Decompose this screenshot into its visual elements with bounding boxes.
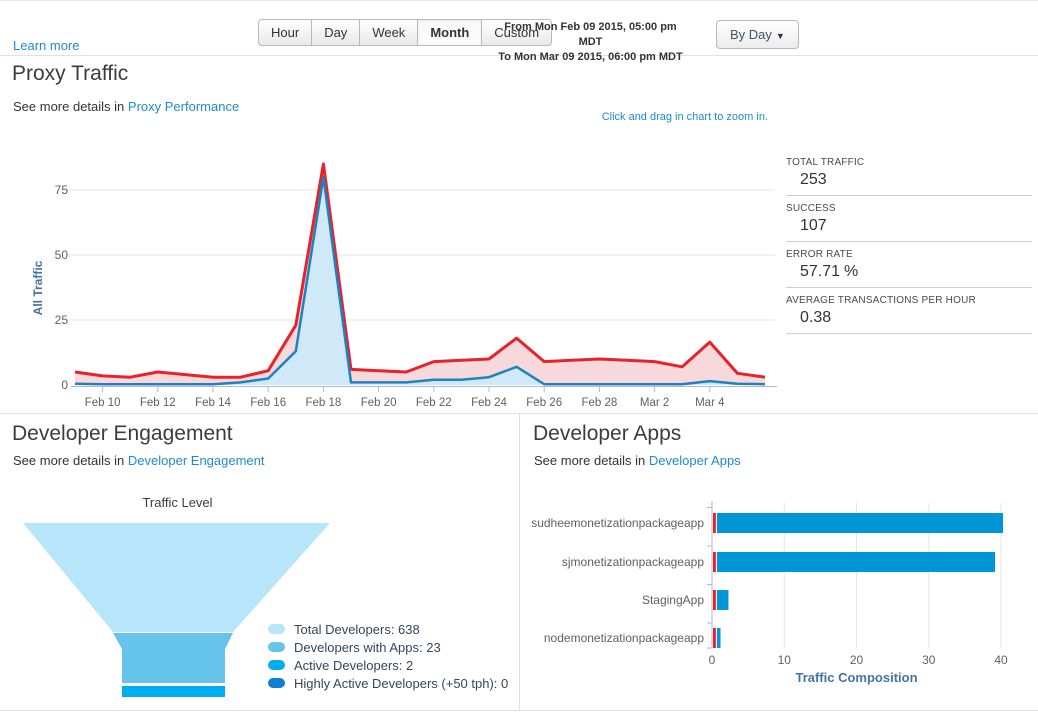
stat-value: 0.38 (800, 309, 831, 326)
developer-engagement-link[interactable]: Developer Engagement (128, 453, 265, 468)
stat-error-rate: ERROR RATE 57.71% (786, 242, 1032, 288)
svg-text:Feb 10: Feb 10 (85, 397, 121, 409)
developer-engagement-title: Developer Engagement (12, 422, 233, 446)
legend-label: Highly Active Developers (+50 tph): 0 (294, 676, 508, 691)
proxy-traffic-title: Proxy Traffic (12, 62, 128, 86)
date-range-display: From Mon Feb 09 2015, 05:00 pm MDT To Mo… (498, 20, 683, 65)
stat-label: ERROR RATE (786, 249, 1032, 260)
svg-text:Feb 26: Feb 26 (526, 397, 562, 409)
legend-label: Total Developers: 638 (294, 622, 420, 637)
developer-apps-chart: 0 10 20 30 40 sudheemonetizationpackageapp sjm… (520, 495, 1038, 690)
funnel-legend-row: Active Developers: 2 (268, 658, 508, 672)
svg-text:50: 50 (55, 248, 69, 262)
proxy-stats-panel: TOTAL TRAFFIC 253 SUCCESS 107 ERROR RATE… (786, 150, 1032, 334)
svg-text:0: 0 (61, 378, 68, 392)
svg-text:40: 40 (994, 653, 1008, 667)
proxy-traffic-chart[interactable]: 0 25 50 75 Feb 10 Feb 12 Feb 14 Feb 16 Feb 18 Feb… (28, 128, 788, 413)
svg-text:Feb 16: Feb 16 (250, 397, 286, 409)
top-toolbar: Learn more Hour Day Week Month Custom Fr… (0, 0, 1038, 56)
range-button-month[interactable]: Month (417, 19, 482, 46)
svg-text:Feb 22: Feb 22 (416, 397, 452, 409)
svg-text:20: 20 (850, 653, 864, 667)
svg-text:10: 10 (778, 653, 792, 667)
date-range-to: To Mon Mar 09 2015, 06:00 pm MDT (498, 50, 683, 65)
legend-swatch-highly-active-developers (268, 678, 285, 688)
funnel-legend: Total Developers: 638 Developers with Ap… (268, 622, 508, 694)
stat-value: 107 (800, 217, 827, 234)
range-button-day[interactable]: Day (311, 19, 360, 46)
svg-text:StagingApp: StagingApp (642, 593, 704, 607)
legend-swatch-developers-with-apps (268, 642, 285, 652)
svg-text:Traffic Composition: Traffic Composition (795, 670, 917, 685)
funnel-chart-title: Traffic Level (10, 495, 345, 510)
svg-text:75: 75 (55, 183, 69, 197)
svg-text:0: 0 (709, 653, 716, 667)
funnel-legend-row: Highly Active Developers (+50 tph): 0 (268, 676, 508, 690)
range-button-week[interactable]: Week (359, 19, 418, 46)
group-by-dropdown[interactable]: By Day▼ (716, 20, 799, 49)
date-range-from: From Mon Feb 09 2015, 05:00 pm MDT (498, 20, 683, 50)
developer-apps-title: Developer Apps (533, 422, 681, 446)
funnel-legend-row: Total Developers: 638 (268, 622, 508, 636)
svg-text:Feb 28: Feb 28 (581, 397, 617, 409)
proxy-performance-link[interactable]: Proxy Performance (128, 99, 239, 114)
stat-label: SUCCESS (786, 203, 1032, 214)
stat-label: TOTAL TRAFFIC (786, 157, 1032, 168)
legend-label: Developers with Apps: 23 (294, 640, 441, 655)
range-button-hour[interactable]: Hour (258, 19, 312, 46)
svg-text:Feb 20: Feb 20 (361, 397, 397, 409)
svg-text:sudheemonetizationpackageapp: sudheemonetizationpackageapp (531, 516, 704, 530)
svg-text:Mar 4: Mar 4 (695, 397, 725, 409)
stat-success: SUCCESS 107 (786, 196, 1032, 242)
svg-text:25: 25 (55, 313, 69, 327)
stat-value: 57.71 (800, 263, 840, 280)
caret-down-icon: ▼ (776, 31, 785, 41)
stat-avg-tph: AVERAGE TRANSACTIONS PER HOUR 0.38 (786, 288, 1032, 334)
legend-label: Active Developers: 2 (294, 658, 413, 673)
bottom-divider (0, 710, 1038, 711)
stat-value: 253 (800, 171, 827, 188)
svg-text:Mar 2: Mar 2 (640, 397, 669, 409)
stat-total-traffic: TOTAL TRAFFIC 253 (786, 150, 1032, 196)
subtitle-prefix: See more details in (13, 453, 128, 468)
svg-text:sjmonetizationpackageapp: sjmonetizationpackageapp (562, 555, 704, 569)
developer-apps-subtitle: See more details in Developer Apps (534, 453, 741, 468)
learn-more-link[interactable]: Learn more (13, 38, 79, 53)
subtitle-prefix: See more details in (13, 99, 128, 114)
svg-text:Feb 14: Feb 14 (195, 397, 231, 409)
stat-label: AVERAGE TRANSACTIONS PER HOUR (786, 295, 1032, 306)
svg-text:Feb 12: Feb 12 (140, 397, 176, 409)
svg-text:Feb 24: Feb 24 (471, 397, 507, 409)
proxy-traffic-subtitle: See more details in Proxy Performance (13, 99, 239, 114)
svg-text:nodemonetizationpackageapp: nodemonetizationpackageapp (544, 631, 704, 645)
svg-text:All Traffic: All Traffic (31, 260, 45, 315)
developer-engagement-subtitle: See more details in Developer Engagement (13, 453, 265, 468)
funnel-legend-row: Developers with Apps: 23 (268, 640, 508, 654)
legend-swatch-total-developers (268, 624, 285, 634)
subtitle-prefix: See more details in (534, 453, 649, 468)
svg-text:Feb 18: Feb 18 (305, 397, 341, 409)
stat-unit: % (844, 263, 858, 280)
chart-zoom-hint: Click and drag in chart to zoom in. (602, 111, 768, 123)
legend-swatch-active-developers (268, 660, 285, 670)
svg-text:30: 30 (922, 653, 936, 667)
developer-apps-link[interactable]: Developer Apps (649, 453, 741, 468)
